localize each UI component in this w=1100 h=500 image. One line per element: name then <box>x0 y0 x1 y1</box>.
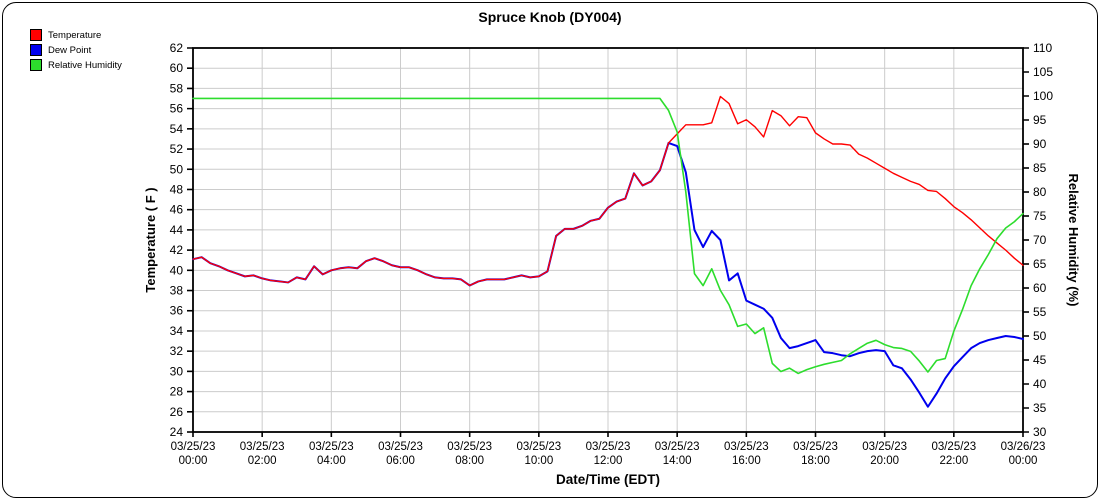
svg-text:03/25/23: 03/25/23 <box>793 441 838 453</box>
svg-text:22:00: 22:00 <box>939 455 968 467</box>
svg-text:26: 26 <box>170 405 184 419</box>
svg-text:14:00: 14:00 <box>663 455 692 467</box>
dew-point-swatch-icon <box>30 44 42 56</box>
svg-text:03/26/23: 03/26/23 <box>1001 441 1046 453</box>
svg-text:58: 58 <box>170 81 184 95</box>
svg-text:48: 48 <box>170 182 184 196</box>
svg-text:03/25/23: 03/25/23 <box>586 441 631 453</box>
svg-text:Relative Humidity (%): Relative Humidity (%) <box>1066 174 1081 307</box>
svg-text:02:00: 02:00 <box>248 455 277 467</box>
svg-text:50: 50 <box>170 162 184 176</box>
svg-text:03/25/23: 03/25/23 <box>931 441 976 453</box>
svg-text:18:00: 18:00 <box>801 455 830 467</box>
svg-text:04:00: 04:00 <box>317 455 346 467</box>
svg-text:50: 50 <box>1033 329 1047 343</box>
legend-label-relative-humidity: Relative Humidity <box>48 59 122 71</box>
svg-text:20:00: 20:00 <box>870 455 899 467</box>
legend-label-temperature: Temperature <box>48 29 102 41</box>
svg-text:95: 95 <box>1033 113 1047 127</box>
svg-text:65: 65 <box>1033 257 1047 271</box>
svg-text:40: 40 <box>170 263 184 277</box>
chart-title: Spruce Knob (DY004) <box>478 9 622 25</box>
svg-text:62: 62 <box>170 41 184 55</box>
series-line-temperature <box>192 95 1024 287</box>
svg-text:12:00: 12:00 <box>594 455 623 467</box>
svg-text:30: 30 <box>1033 425 1047 439</box>
svg-text:08:00: 08:00 <box>455 455 484 467</box>
svg-text:03/25/23: 03/25/23 <box>655 441 700 453</box>
svg-text:16:00: 16:00 <box>732 455 761 467</box>
svg-text:03/25/23: 03/25/23 <box>862 441 907 453</box>
svg-text:110: 110 <box>1033 41 1052 55</box>
legend-item-relative-humidity: Relative Humidity <box>30 58 122 72</box>
svg-text:Temperature ( F ): Temperature ( F ) <box>143 187 158 292</box>
svg-text:03/25/23: 03/25/23 <box>171 441 216 453</box>
svg-text:32: 32 <box>170 344 184 358</box>
svg-text:40: 40 <box>1033 377 1047 391</box>
svg-text:42: 42 <box>170 243 184 257</box>
svg-text:90: 90 <box>1033 137 1047 151</box>
svg-text:00:00: 00:00 <box>179 455 208 467</box>
svg-text:60: 60 <box>1033 281 1047 295</box>
svg-text:06:00: 06:00 <box>386 455 415 467</box>
chart-plot: 24 26 28 30 32 34 36 38 40 42 44 46 48 50 52 54 56 58 60 62… <box>143 41 1081 487</box>
legend-label-dew-point: Dew Point <box>48 44 92 56</box>
legend-item-temperature: Temperature <box>30 28 122 42</box>
svg-text:36: 36 <box>170 304 184 318</box>
svg-text:03/25/23: 03/25/23 <box>516 441 561 453</box>
svg-text:03/25/23: 03/25/23 <box>309 441 354 453</box>
svg-text:46: 46 <box>170 203 184 217</box>
svg-text:52: 52 <box>170 142 184 156</box>
svg-text:60: 60 <box>170 61 184 75</box>
svg-text:44: 44 <box>170 223 184 237</box>
svg-text:24: 24 <box>170 425 184 439</box>
svg-text:56: 56 <box>170 102 184 116</box>
svg-text:00:00: 00:00 <box>1009 455 1038 467</box>
legend: Temperature Dew Point Relative Humidity <box>30 28 122 73</box>
relative-humidity-swatch-icon <box>30 59 42 71</box>
svg-text:100: 100 <box>1033 89 1053 103</box>
svg-text:Date/Time (EDT): Date/Time (EDT) <box>556 472 660 487</box>
svg-text:38: 38 <box>170 284 184 298</box>
legend-item-dew-point: Dew Point <box>30 43 122 57</box>
svg-text:55: 55 <box>1033 305 1047 319</box>
svg-text:28: 28 <box>170 385 184 399</box>
svg-text:45: 45 <box>1033 353 1047 367</box>
svg-text:54: 54 <box>170 122 184 136</box>
svg-text:34: 34 <box>170 324 184 338</box>
svg-text:03/25/23: 03/25/23 <box>447 441 492 453</box>
svg-text:03/25/23: 03/25/23 <box>724 441 769 453</box>
svg-text:85: 85 <box>1033 161 1047 175</box>
svg-text:30: 30 <box>170 364 184 378</box>
svg-text:03/25/23: 03/25/23 <box>240 441 285 453</box>
svg-text:70: 70 <box>1033 233 1047 247</box>
svg-text:10:00: 10:00 <box>524 455 553 467</box>
svg-text:03/25/23: 03/25/23 <box>378 441 423 453</box>
svg-text:105: 105 <box>1033 65 1053 79</box>
temperature-swatch-icon <box>30 29 42 41</box>
series-line-relative-humidity <box>192 97 1024 375</box>
svg-text:35: 35 <box>1033 401 1047 415</box>
svg-text:80: 80 <box>1033 185 1047 199</box>
svg-text:75: 75 <box>1033 209 1047 223</box>
